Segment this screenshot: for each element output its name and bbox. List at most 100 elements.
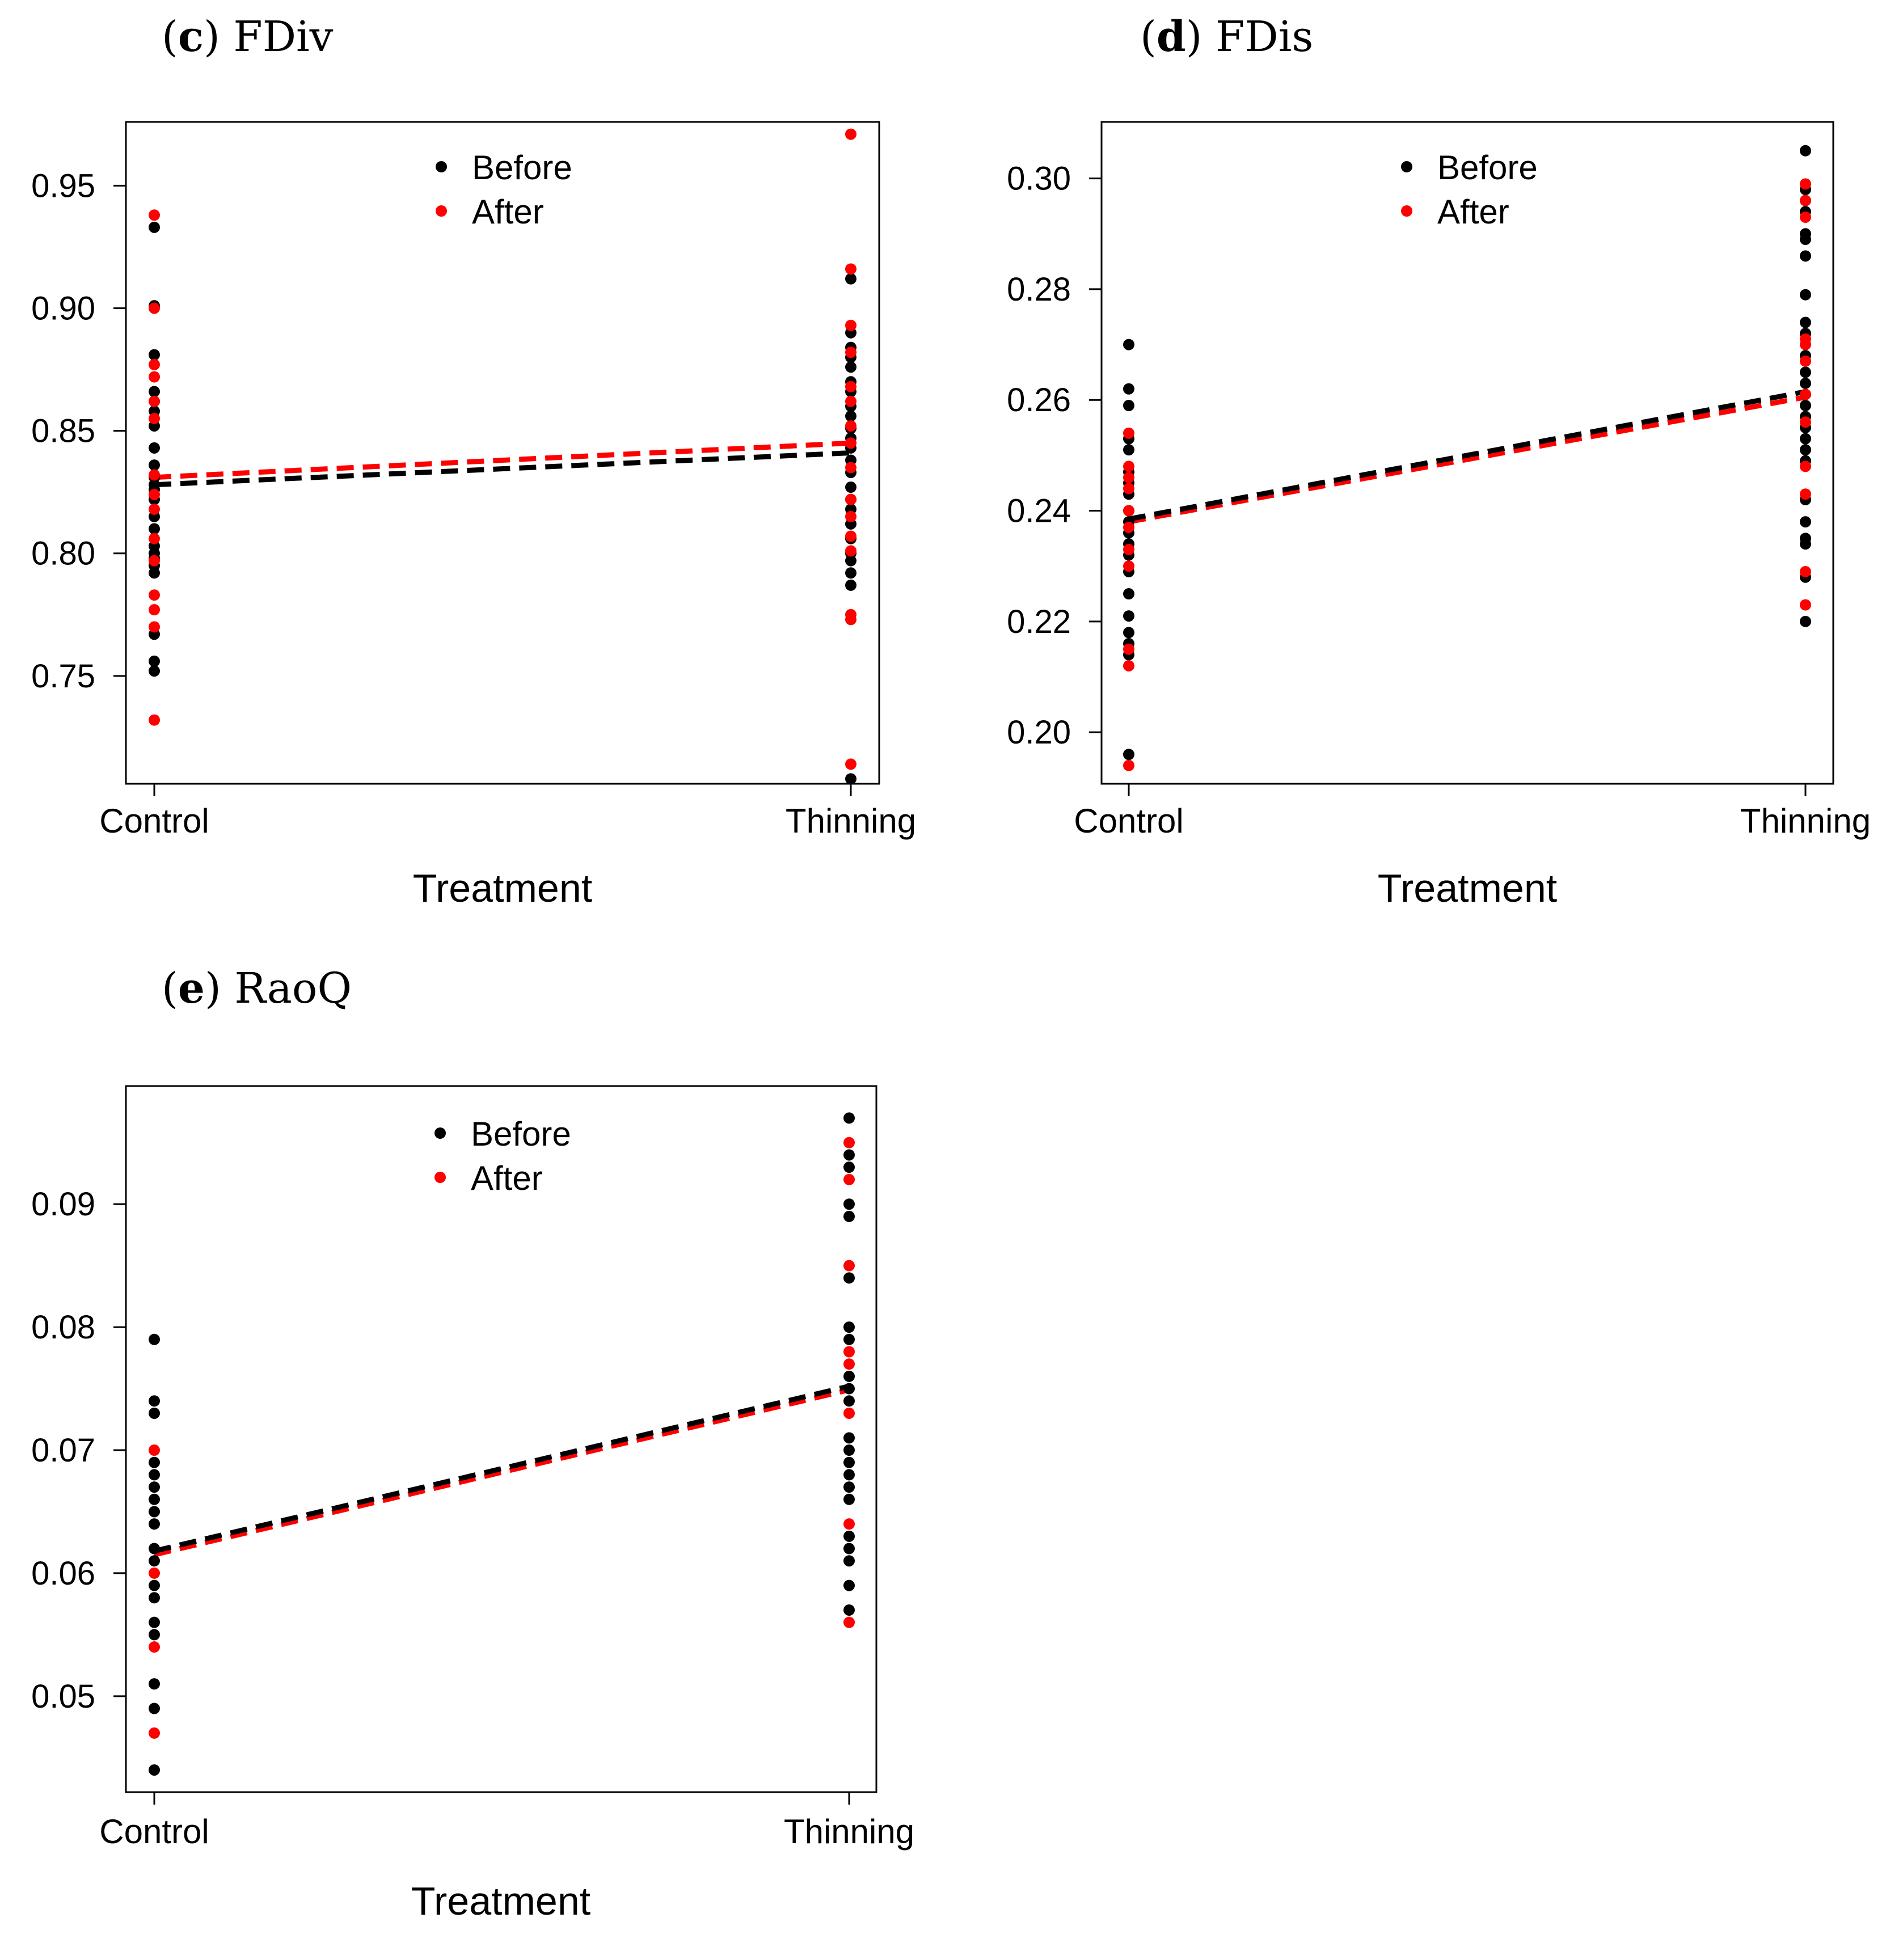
point-after <box>1123 560 1134 572</box>
point-before <box>845 273 856 285</box>
legend-marker-before <box>1401 161 1412 172</box>
point-before <box>1123 383 1134 395</box>
point-after <box>845 395 856 407</box>
panel-c-metric: FDiv <box>233 12 334 61</box>
y-tick-label: 0.05 <box>31 1678 95 1715</box>
point-after <box>149 371 160 383</box>
x-axis-title: Treatment <box>411 1879 590 1923</box>
point-before <box>149 523 160 535</box>
point-after <box>1800 339 1811 350</box>
point-before <box>149 442 160 454</box>
point-before <box>149 1555 160 1567</box>
point-before <box>843 1395 855 1407</box>
point-after <box>1123 461 1134 472</box>
y-tick-label: 0.07 <box>31 1432 95 1469</box>
point-before <box>843 1481 855 1493</box>
point-before <box>149 349 160 361</box>
point-after <box>845 381 856 392</box>
point-after <box>1123 643 1134 655</box>
point-before <box>843 1604 855 1616</box>
y-tick-label: 0.24 <box>1007 493 1071 530</box>
x-category-label: Control <box>99 802 209 840</box>
panel-c-title: (c) FDiv <box>162 12 334 61</box>
point-after <box>1800 416 1811 428</box>
legend-marker-before <box>434 1127 446 1139</box>
point-before <box>149 1493 160 1505</box>
trend-line-after <box>1128 394 1806 525</box>
point-after <box>843 1260 855 1272</box>
point-before <box>149 459 160 471</box>
point-before <box>845 567 856 579</box>
point-before <box>843 1555 855 1567</box>
point-before <box>1123 339 1134 350</box>
point-after <box>1800 565 1811 577</box>
point-after <box>1123 483 1134 495</box>
point-before <box>843 1579 855 1591</box>
point-before <box>149 1629 160 1641</box>
point-after <box>843 1137 855 1148</box>
plot-frame <box>125 1085 877 1793</box>
legend-label-before: Before <box>471 1115 571 1153</box>
y-tick-label: 0.80 <box>31 535 95 572</box>
point-before <box>149 1395 160 1407</box>
point-after <box>843 1407 855 1419</box>
x-axis-title: Treatment <box>413 866 592 910</box>
y-tick-label: 0.28 <box>1007 271 1071 308</box>
point-before <box>149 1678 160 1690</box>
point-before <box>843 1543 855 1555</box>
point-before <box>1800 316 1811 328</box>
point-after <box>1800 355 1811 367</box>
point-after <box>149 302 160 314</box>
point-after <box>845 347 856 358</box>
point-after <box>843 1346 855 1358</box>
point-before <box>843 1444 855 1456</box>
x-category-label: Control <box>1074 802 1183 840</box>
point-before <box>1800 377 1811 389</box>
point-before <box>1800 538 1811 550</box>
point-after <box>843 1616 855 1628</box>
trend-line-before <box>1128 389 1806 522</box>
point-before <box>1800 366 1811 378</box>
point-after <box>843 1518 855 1530</box>
point-after <box>149 1641 160 1653</box>
point-before <box>149 1616 160 1628</box>
point-before <box>843 1530 855 1542</box>
point-after <box>845 614 856 626</box>
point-after <box>845 493 856 505</box>
point-after <box>149 604 160 616</box>
point-before <box>1800 615 1811 627</box>
point-before <box>843 1161 855 1173</box>
legend-marker-after <box>1401 205 1412 217</box>
y-tick-label: 0.75 <box>31 658 95 695</box>
point-after <box>149 488 160 500</box>
point-after <box>845 510 856 522</box>
point-after <box>149 1444 160 1456</box>
legend-marker-after <box>436 205 447 217</box>
point-after <box>845 462 856 474</box>
panel-d-letter: d <box>1156 12 1186 61</box>
point-after <box>845 530 856 542</box>
point-after <box>1800 599 1811 611</box>
plot-frame <box>125 121 880 785</box>
panel-c-letter: c <box>178 12 204 61</box>
point-before <box>149 1764 160 1776</box>
y-tick-label: 0.09 <box>31 1186 95 1223</box>
point-before <box>1800 400 1811 412</box>
point-before <box>149 1592 160 1604</box>
panel-d-title: (d) FDis <box>1140 12 1314 61</box>
point-before <box>149 1456 160 1468</box>
point-after <box>149 1567 160 1579</box>
point-after <box>845 420 856 432</box>
point-before <box>1800 145 1811 157</box>
point-after <box>1123 427 1134 439</box>
legend-label-after: After <box>471 1159 543 1197</box>
point-after <box>845 263 856 275</box>
point-after <box>149 1727 160 1739</box>
point-before <box>1800 250 1811 262</box>
point-before <box>1800 289 1811 301</box>
point-before <box>843 1333 855 1345</box>
point-after <box>843 1358 855 1370</box>
point-before <box>149 1518 160 1530</box>
legend-label-before: Before <box>1437 149 1538 187</box>
